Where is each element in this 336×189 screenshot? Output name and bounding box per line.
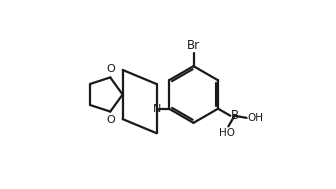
Text: Br: Br <box>187 39 200 52</box>
Text: O: O <box>107 64 116 74</box>
Text: O: O <box>107 115 116 125</box>
Text: B: B <box>231 109 240 122</box>
Text: OH: OH <box>248 113 263 123</box>
Text: N: N <box>153 104 161 114</box>
Text: HO: HO <box>219 128 236 138</box>
